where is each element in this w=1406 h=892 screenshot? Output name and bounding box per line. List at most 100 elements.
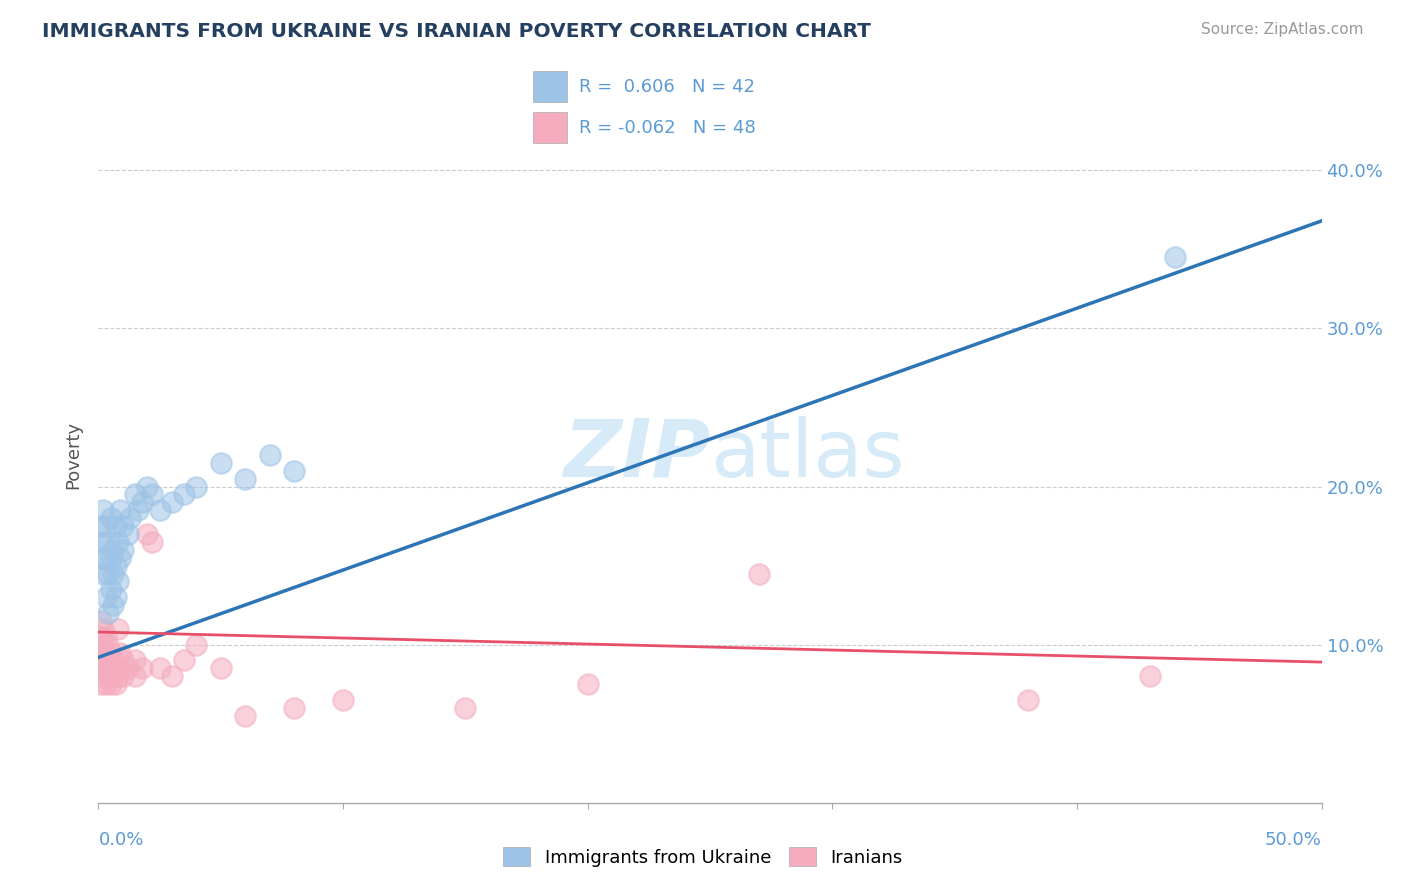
Point [124, 653, 146, 667]
Point [101, 653, 124, 667]
Point [91, 534, 114, 549]
Point [104, 661, 127, 675]
Point [107, 622, 129, 636]
Point [100, 582, 122, 597]
Point [107, 669, 129, 683]
Point [91, 622, 114, 636]
Point [107, 534, 129, 549]
Point [94, 646, 117, 660]
Text: R =  0.606   N = 42: R = 0.606 N = 42 [579, 78, 755, 95]
Point [131, 661, 153, 675]
Point [90, 677, 112, 691]
Point [100, 511, 122, 525]
Point [186, 479, 208, 493]
Point [90, 646, 112, 660]
Point [111, 519, 134, 533]
Point [94, 591, 117, 605]
Point [283, 701, 305, 715]
Point [576, 677, 599, 691]
Point [1017, 693, 1039, 707]
Point [91, 653, 114, 667]
Point [136, 479, 159, 493]
Text: 50.0%: 50.0% [1265, 831, 1322, 849]
Point [90, 550, 112, 565]
Point [1164, 250, 1187, 264]
Point [100, 550, 122, 565]
Point [136, 527, 159, 541]
Point [120, 511, 142, 525]
Point [94, 661, 117, 675]
Point [100, 677, 122, 691]
Point [104, 558, 127, 573]
Point [259, 448, 281, 462]
Point [94, 630, 117, 644]
Point [110, 661, 132, 675]
Y-axis label: Poverty: Poverty [65, 421, 83, 489]
Point [117, 661, 139, 675]
Point [100, 661, 122, 675]
Point [104, 677, 127, 691]
Point [149, 503, 172, 517]
Text: IMMIGRANTS FROM UKRAINE VS IRANIAN POVERTY CORRELATION CHART: IMMIGRANTS FROM UKRAINE VS IRANIAN POVER… [42, 22, 872, 41]
Point [90, 614, 112, 628]
Point [94, 550, 117, 565]
Point [233, 708, 256, 723]
Point [124, 669, 146, 683]
Text: ZIP: ZIP [562, 416, 710, 494]
Point [141, 487, 163, 501]
Point [97, 606, 120, 620]
Point [173, 487, 195, 501]
Point [97, 653, 120, 667]
Point [91, 566, 114, 581]
Point [149, 661, 172, 675]
Point [101, 598, 124, 612]
Point [90, 519, 112, 533]
Point [97, 534, 120, 549]
Text: 0.0%: 0.0% [98, 831, 143, 849]
Point [97, 638, 120, 652]
Point [107, 574, 129, 589]
Point [104, 591, 127, 605]
Point [233, 472, 256, 486]
Point [91, 669, 114, 683]
Text: atlas: atlas [710, 416, 904, 494]
Point [141, 534, 163, 549]
Point [101, 669, 124, 683]
Point [110, 503, 132, 517]
Point [186, 638, 208, 652]
Point [283, 464, 305, 478]
Point [90, 630, 112, 644]
Point [173, 653, 195, 667]
Point [160, 495, 183, 509]
Point [1139, 669, 1161, 683]
Point [124, 487, 146, 501]
Point [110, 646, 132, 660]
Point [332, 693, 354, 707]
Point [104, 519, 127, 533]
Text: Source: ZipAtlas.com: Source: ZipAtlas.com [1201, 22, 1364, 37]
Point [131, 495, 153, 509]
Point [111, 669, 134, 683]
Point [97, 566, 120, 581]
Point [101, 542, 124, 557]
Point [454, 701, 477, 715]
Point [90, 661, 112, 675]
Point [209, 661, 232, 675]
Point [91, 503, 114, 517]
Point [97, 669, 120, 683]
Point [160, 669, 183, 683]
Point [111, 542, 134, 557]
Point [91, 638, 114, 652]
Point [94, 677, 117, 691]
Point [117, 527, 139, 541]
Legend: Immigrants from Ukraine, Iranians: Immigrants from Ukraine, Iranians [496, 840, 910, 874]
Point [111, 653, 134, 667]
Point [110, 550, 132, 565]
Point [127, 503, 149, 517]
Point [209, 456, 232, 470]
Point [100, 646, 122, 660]
Point [101, 566, 124, 581]
Point [748, 566, 770, 581]
Point [94, 519, 117, 533]
FancyBboxPatch shape [533, 71, 567, 102]
